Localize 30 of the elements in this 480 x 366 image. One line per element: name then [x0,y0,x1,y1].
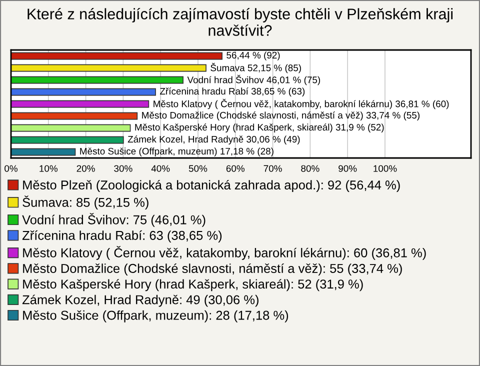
x-tick-label: 30% [114,165,132,172]
x-tick-label: 60% [226,165,245,172]
data-label: Zřícenina hradu Rabí 38,65 % (63) [160,88,305,96]
data-label: Šumava 52,15 % (85) [210,62,301,74]
legend-label: Vodní hrad Švihov: 75 (46,01 %) [22,213,206,227]
x-tick-label: 90% [338,165,357,172]
chart-title: Které z následujících zajímavostí byste chtěli v Plzeňském kraji navštívit? [28,8,453,36]
legend-label: Město Klatovy ( Černou věž, katakomby, barokní lékárnu): 60 (36,81 %) [23,246,426,260]
x-tick-label: 100% [374,165,397,172]
data-label: Město Sušice (Offpark, muzeum) 17,18 % (28) [80,148,274,156]
data-label: Město Domažlice (Chodské slavnosti, náměstí a věž) 33,74 % (55) [142,112,420,120]
legend-label: Zámek Kozel, Hrad Radyně: 49 (30,06 %) [22,294,258,307]
x-tick-label: 50% [188,165,208,172]
x-tick-label: 40% [151,165,170,172]
legend-label: Město Sušice (Offpark, muzeum): 28 (17,18 %) [23,310,288,322]
legend-label: Město Kašperské Hory (hrad Kašperk, skiareál): 52 (31,9 %) [23,279,363,292]
x-tick-label: 10% [40,165,58,172]
legend-label: Město Plzeň (Zoologická a botanická zahrada apod.): 92 (56,44 %) [23,180,400,192]
legend-label: Šumava: 85 (52,15 %) [22,196,148,210]
x-tick-label: 20% [76,165,95,172]
x-tick-label: 0% [4,165,18,172]
data-label: Zámek Kozel, Hrad Radyně 30,06 % (49) [128,136,300,144]
x-tick-label: 80% [301,165,320,172]
x-tick-label: 70% [264,165,282,172]
data-label: Město Kašperské Hory (hrad Kašperk, skiareál) 31,9 % (52) [135,124,384,132]
legend-label: Zřícenina hradu Rabí: 63 (38,65 %) [22,230,222,242]
data-label: Vodní hrad Švihov 46,01 % (75) [187,74,320,86]
data-label: 56,44 % (92) [226,52,280,60]
data-label: Město Klatovy ( Černou věž, katakomby, barokní lékárnu) 36,81 % (60) [154,98,449,110]
legend-label: Město Domažlice (Chodské slavnosti, náměstí a věž): 55 (33,74 %) [23,263,402,276]
